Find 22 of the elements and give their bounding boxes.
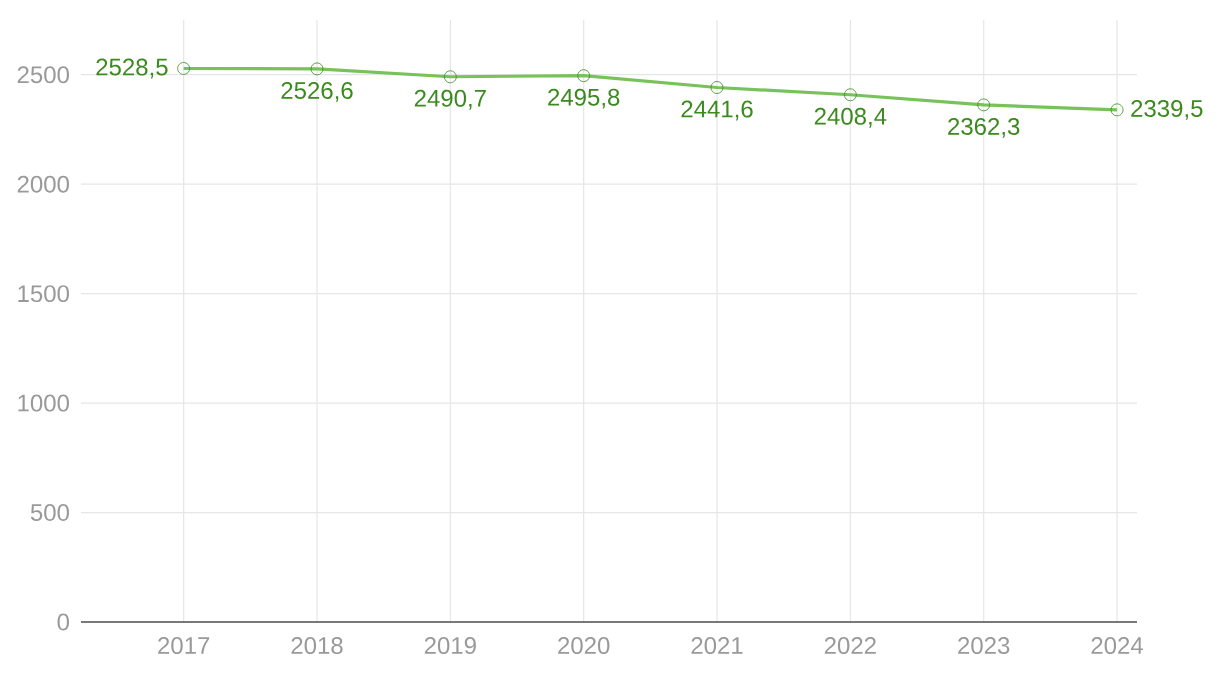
data-label: 2526,6 <box>281 81 353 102</box>
data-label: 2490,7 <box>414 89 486 110</box>
x-tick-label: 2021 <box>691 637 743 655</box>
data-label: 2441,6 <box>681 100 753 121</box>
data-label: 2408,4 <box>814 107 887 128</box>
data-label: 2362,3 <box>948 117 1020 138</box>
y-tick-label: 2500 <box>17 66 69 84</box>
x-tick-label: 2024 <box>1091 637 1143 655</box>
x-tick-label: 2023 <box>958 637 1010 655</box>
y-tick-label: 1500 <box>18 285 69 303</box>
y-tick-label: 500 <box>30 504 69 522</box>
y-tick-label: 0 <box>57 613 70 631</box>
data-label: 2339,5 <box>1131 99 1203 120</box>
x-tick-label: 2019 <box>424 637 476 655</box>
x-tick-label: 2018 <box>291 637 343 655</box>
y-tick-label: 2000 <box>17 175 69 193</box>
x-tick-label: 2020 <box>558 637 610 655</box>
x-tick-label: 2022 <box>824 637 876 655</box>
y-tick-label: 1000 <box>18 394 69 412</box>
x-tick-label: 2017 <box>158 637 210 655</box>
data-label: 2495,8 <box>548 88 620 109</box>
data-label: 2528,5 <box>96 58 168 79</box>
